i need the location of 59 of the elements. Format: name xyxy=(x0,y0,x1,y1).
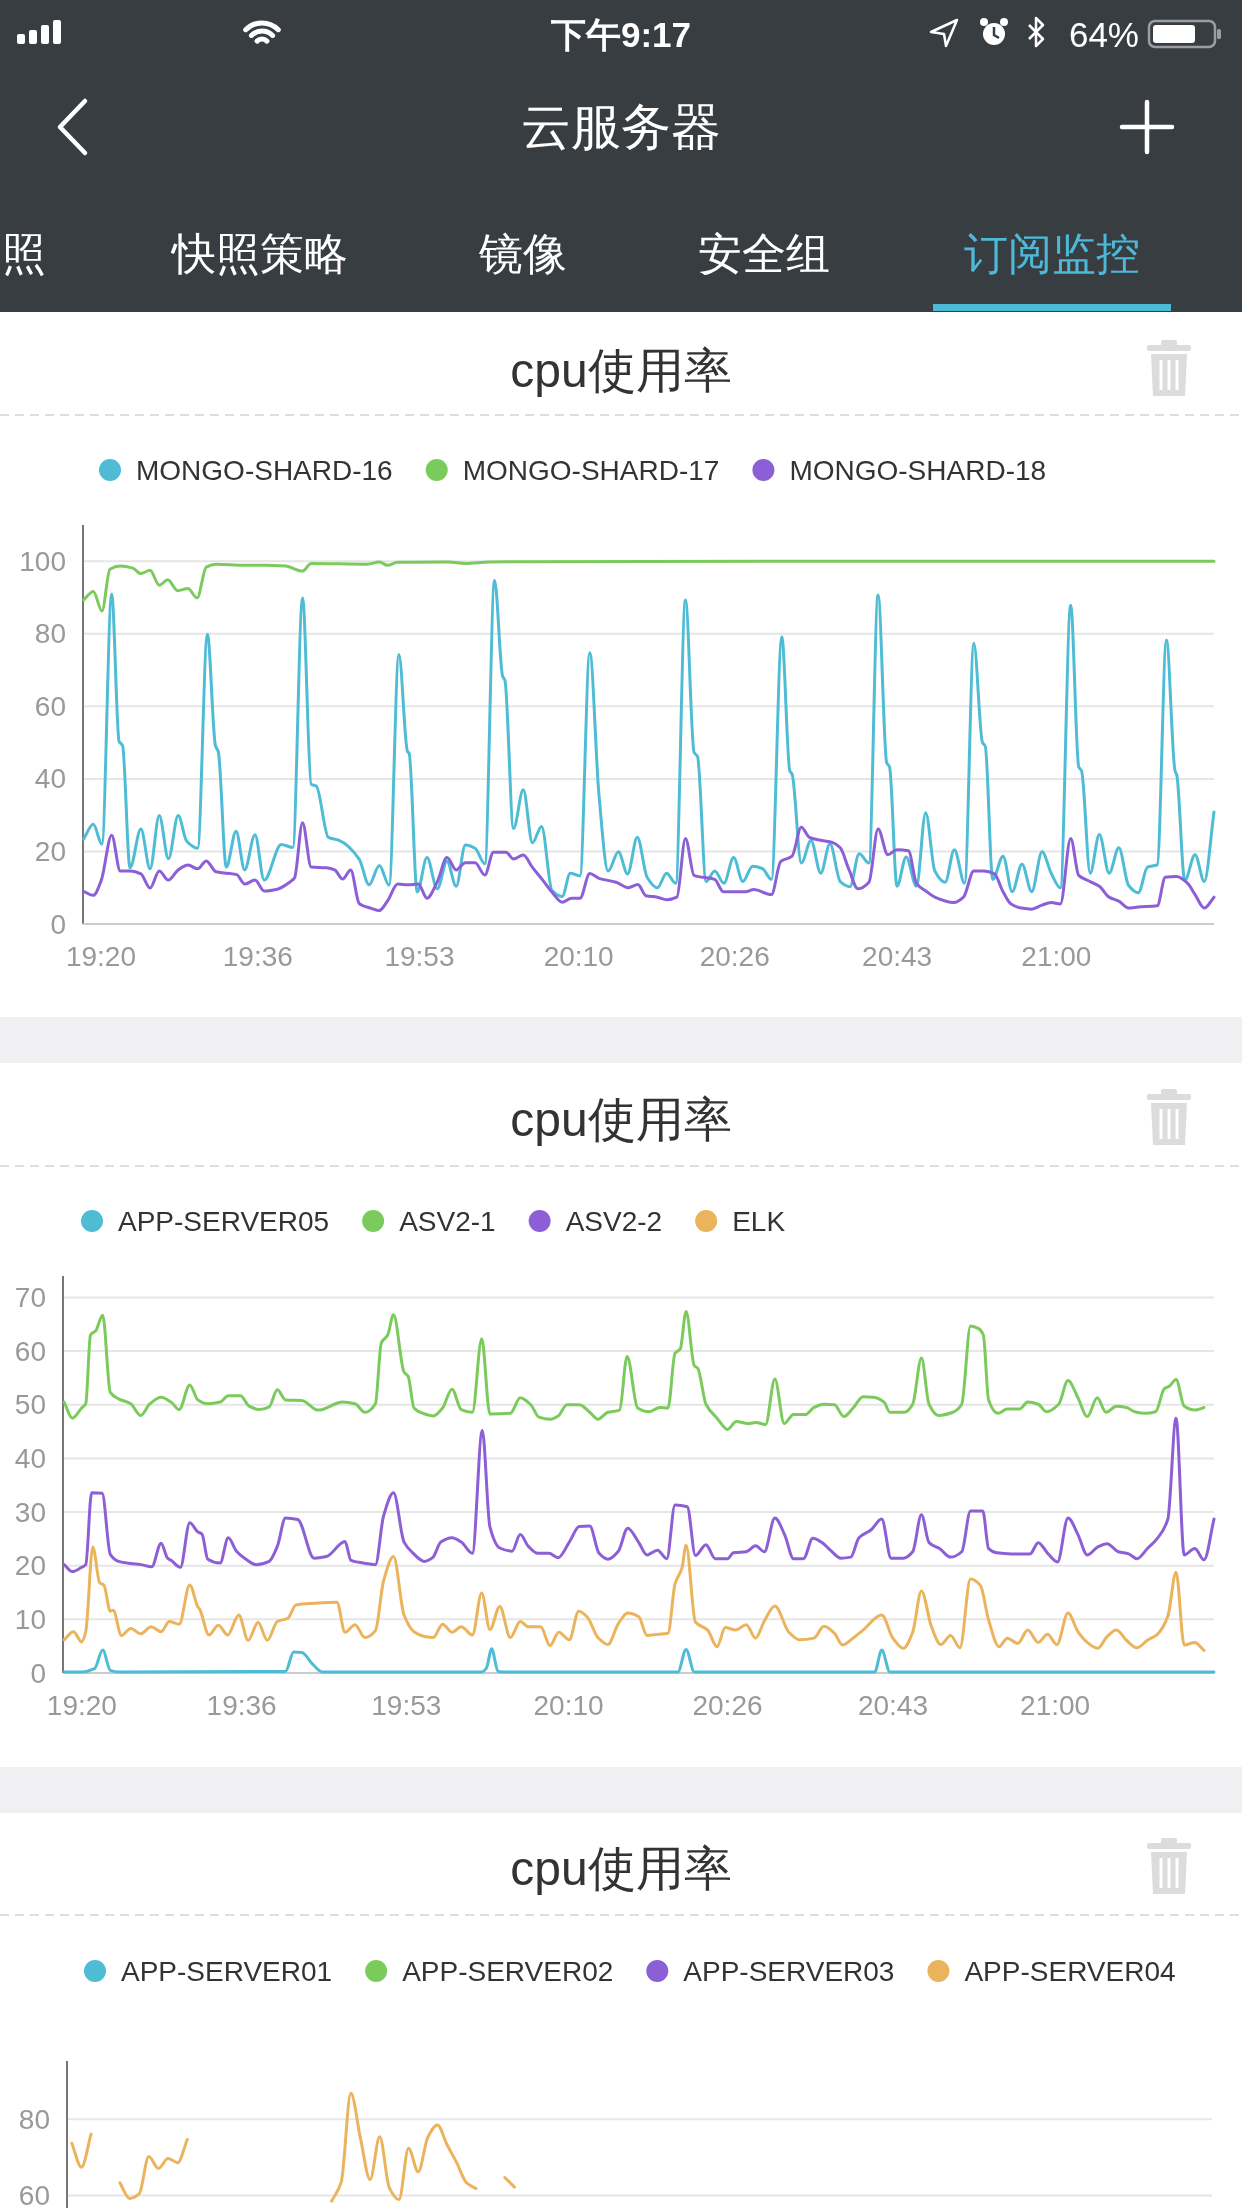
y-tick-label: 30 xyxy=(14,1496,46,1528)
line-series xyxy=(62,1309,1206,1431)
y-tick-label: 0 xyxy=(50,908,66,940)
y-tick-label: 50 xyxy=(14,1389,46,1421)
y-tick-label: 10 xyxy=(14,1603,46,1635)
y-tick-label: 40 xyxy=(14,1442,46,1474)
legend-label: ASV2-2 xyxy=(565,1205,663,1237)
x-tick-label: 19:20 xyxy=(65,940,136,972)
text: 镜像 xyxy=(478,228,567,278)
legend-label: MONGO-SHARD-16 xyxy=(136,454,393,486)
text: 下午9:17 xyxy=(549,14,692,54)
legend-label: MONGO-SHARD-18 xyxy=(789,454,1047,486)
chart-title: cpu使用率 xyxy=(510,1841,732,1895)
text: 订阅监控 xyxy=(964,228,1140,278)
y-tick-label: 70 xyxy=(14,1281,46,1313)
y-tick-label: 60 xyxy=(18,2179,50,2208)
x-tick-label: 19:36 xyxy=(206,1689,277,1721)
x-tick-label: 20:26 xyxy=(692,1689,763,1721)
y-tick-label: 0 xyxy=(30,1657,46,1689)
legend-label: APP-SERVER01 xyxy=(121,1955,333,1987)
x-tick-label: 19:53 xyxy=(384,940,455,972)
x-tick-label: 20:26 xyxy=(699,940,770,972)
line-series xyxy=(62,1416,1216,1574)
chart-title: cpu使用率 xyxy=(510,343,732,397)
x-tick-label: 20:43 xyxy=(857,1689,928,1721)
x-tick-label: 21:00 xyxy=(1021,940,1092,972)
x-tick-label: 20:10 xyxy=(543,940,614,972)
text: 快照策略 xyxy=(170,228,348,278)
x-tick-label: 19:53 xyxy=(371,1689,442,1721)
text: 照 xyxy=(2,228,46,278)
text: 云服务器 xyxy=(521,99,721,155)
legend-label: APP-SERVER04 xyxy=(964,1955,1176,1987)
text: 64% xyxy=(1068,14,1139,54)
x-tick-label: 19:20 xyxy=(46,1689,117,1721)
legend-label: ELK xyxy=(732,1205,786,1237)
y-tick-label: 60 xyxy=(34,690,66,722)
text: 安全组 xyxy=(698,228,830,278)
line-series xyxy=(82,579,1216,898)
y-tick-label: 60 xyxy=(14,1335,46,1367)
y-tick-label: 80 xyxy=(18,2103,50,2135)
y-tick-label: 20 xyxy=(14,1550,46,1582)
legend-label: APP-SERVER03 xyxy=(683,1955,895,1987)
line-series xyxy=(82,559,1216,613)
line-series xyxy=(62,1543,1206,1652)
x-tick-label: 20:10 xyxy=(533,1689,604,1721)
line-series xyxy=(62,1647,1216,1674)
y-tick-label: 80 xyxy=(34,618,66,650)
legend-label: APP-SERVER05 xyxy=(118,1205,330,1237)
x-tick-label: 21:00 xyxy=(1020,1689,1091,1721)
y-tick-label: 100 xyxy=(19,545,66,577)
y-tick-label: 40 xyxy=(34,763,66,795)
x-tick-label: 19:36 xyxy=(222,940,293,972)
chart-title: cpu使用率 xyxy=(510,1092,732,1146)
legend-label: ASV2-1 xyxy=(399,1205,496,1237)
y-tick-label: 20 xyxy=(34,835,66,867)
line-series xyxy=(82,821,1216,913)
x-tick-label: 20:43 xyxy=(862,940,933,972)
legend-label: MONGO-SHARD-17 xyxy=(462,454,720,486)
legend-label: APP-SERVER02 xyxy=(402,1955,614,1987)
